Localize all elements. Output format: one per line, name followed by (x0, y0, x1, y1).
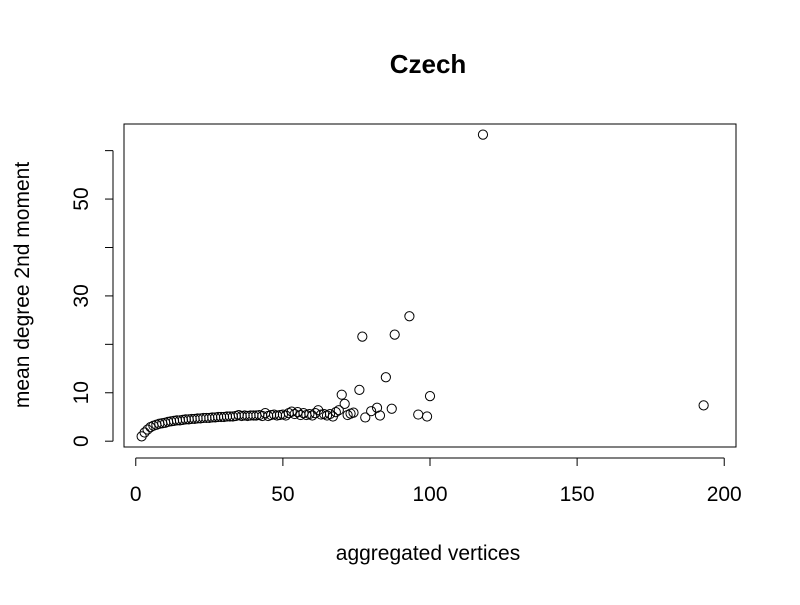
data-point (136, 431, 147, 442)
data-point (374, 410, 386, 421)
x-tick-label: 100 (412, 483, 447, 506)
data-point (139, 427, 150, 438)
y-tick-label: 0 (70, 435, 93, 447)
y-axis-label: mean degree 2nd moment (11, 162, 34, 408)
x-tick-label: 200 (707, 483, 742, 506)
data-point (421, 411, 433, 422)
data-point (389, 329, 400, 340)
data-points (136, 129, 709, 442)
plot-frame (123, 123, 737, 448)
data-point (292, 407, 303, 418)
y-axis: 0 10 30 50 (70, 150, 114, 447)
data-point (330, 407, 341, 418)
data-point (348, 407, 359, 418)
data-point (366, 406, 377, 417)
chart-title: Czech (390, 49, 467, 79)
x-tick-label: 0 (130, 483, 142, 506)
x-axis-label: aggregated vertices (336, 542, 520, 565)
data-point (339, 398, 350, 410)
x-tick-label: 150 (560, 483, 595, 506)
data-point (304, 408, 315, 420)
data-point (286, 406, 297, 417)
y-tick-label: 30 (70, 284, 93, 307)
data-point (307, 410, 318, 421)
data-point (324, 408, 336, 420)
data-point (424, 391, 436, 402)
data-point (380, 372, 391, 383)
x-tick-label: 50 (271, 483, 294, 506)
data-point (145, 422, 156, 433)
data-point (477, 129, 489, 140)
data-point (360, 412, 371, 423)
data-point (142, 424, 153, 435)
data-point (413, 409, 424, 420)
data-point (386, 403, 397, 414)
data-point (342, 409, 353, 421)
data-point (321, 410, 333, 421)
data-point (371, 402, 383, 413)
data-point (354, 384, 365, 395)
x-axis: 0 50 100 150 200 (130, 457, 742, 506)
data-point (404, 311, 415, 322)
data-point (336, 389, 347, 400)
y-tick-label: 50 (70, 187, 93, 210)
data-point (333, 405, 344, 416)
y-tick-label: 10 (70, 381, 93, 404)
data-point (698, 400, 709, 411)
data-point (357, 331, 368, 342)
